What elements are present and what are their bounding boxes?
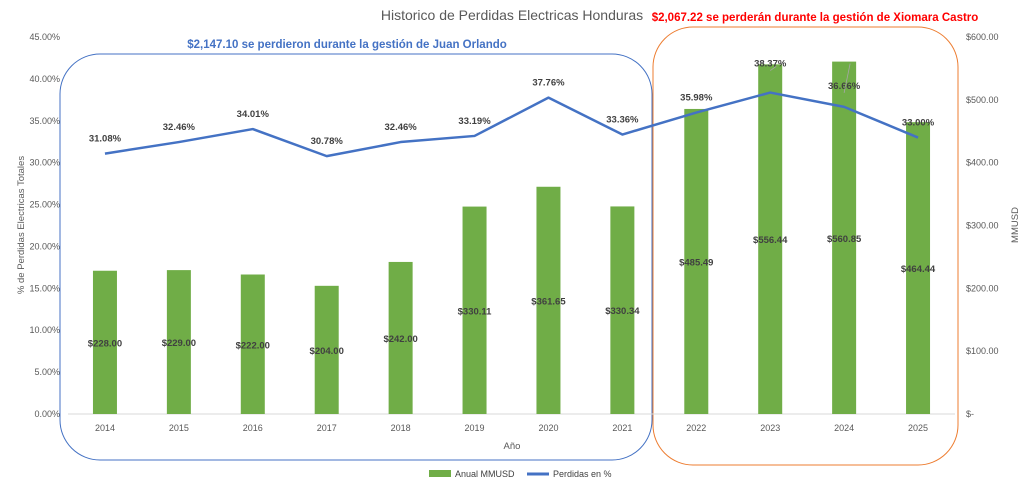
y-axis-left-label: % de Perdidas Electricas Totales	[16, 156, 27, 294]
bar-value-label: $485.49	[679, 257, 713, 268]
right-tick-label: $600.00	[966, 32, 999, 42]
bar-2025	[906, 122, 931, 414]
bar-2020	[536, 186, 561, 414]
left-tick-label: 30.00%	[29, 158, 60, 168]
group-box-juan-orlando	[59, 53, 653, 461]
line-perdidas	[104, 91, 919, 158]
line-value-label: 33.36%	[606, 115, 639, 126]
x-tick-label: 2014	[95, 423, 115, 433]
bar-value-label: $228.00	[88, 338, 122, 349]
line-value-label: 30.78%	[311, 136, 344, 147]
x-tick-label: 2019	[465, 423, 485, 433]
annotation-xiomara-castro: $2,067.22 se perderán durante la gestión…	[652, 12, 979, 24]
x-tick-label: 2023	[760, 423, 780, 433]
bar-2017	[314, 285, 339, 414]
x-tick-label: 2025	[908, 423, 928, 433]
left-tick-label: 0.00%	[34, 409, 60, 419]
line-value-label: 31.08%	[89, 134, 122, 145]
right-tick-label: $500.00	[966, 95, 999, 105]
x-tick-label: 2016	[243, 423, 263, 433]
x-axis-label: Año	[504, 441, 521, 452]
label-leader-line	[769, 66, 777, 71]
left-tick-label: 40.00%	[29, 74, 60, 84]
bar-value-label: $330.34	[605, 306, 640, 317]
legend-label-bar: Anual MMUSD	[455, 469, 515, 479]
group-box-xiomara-castro	[652, 26, 959, 466]
bar-value-label: $330.11	[458, 306, 493, 317]
bar-value-label: $556.44	[753, 235, 788, 246]
right-tick-label: $300.00	[966, 221, 999, 231]
y-axis-right-label: MMUSD	[1010, 207, 1021, 243]
bar-value-label: $222.00	[236, 340, 270, 351]
left-tick-label: 15.00%	[29, 283, 60, 293]
right-axis-ticks: $- $100.00 $200.00 $300.00 $400.00 $500.00 $60…	[966, 32, 999, 419]
bar-2024	[832, 61, 857, 415]
annotation-juan-orlando: $2,147.10 se perdieron durante la gestió…	[187, 39, 507, 51]
x-tick-label: 2022	[686, 423, 706, 433]
line-value-label: 38.37%	[754, 59, 787, 70]
left-tick-label: 20.00%	[29, 241, 60, 251]
line-value-label: 32.46%	[385, 122, 418, 133]
bar-series	[92, 61, 931, 415]
left-tick-label: 5.00%	[34, 367, 60, 377]
line-value-label: 33.19%	[458, 116, 491, 127]
bar-value-label: $464.44	[901, 264, 936, 275]
left-axis-ticks: 0.00% 5.00% 10.00% 15.00% 20.00% 25.00% 30.00%…	[29, 32, 60, 419]
x-tick-label: 2024	[834, 423, 854, 433]
left-tick-label: 45.00%	[29, 32, 60, 42]
bar-data-labels: $228.00 $229.00 $222.00 $204.00 $242.00 $330.…	[88, 234, 936, 357]
bar-value-label: $560.85	[827, 234, 862, 245]
left-tick-label: 25.00%	[29, 200, 60, 210]
bar-2023	[758, 64, 783, 414]
bar-2018	[388, 261, 413, 414]
bar-2021	[610, 206, 635, 414]
bar-2015	[166, 270, 191, 414]
line-value-label: 36.66%	[828, 81, 861, 92]
line-series	[104, 91, 919, 158]
bar-2019	[462, 206, 487, 414]
left-tick-label: 35.00%	[29, 116, 60, 126]
right-tick-label: $-	[966, 409, 974, 419]
line-value-label: 34.01%	[237, 109, 270, 120]
left-tick-label: 10.00%	[29, 325, 60, 335]
x-tick-label: 2020	[538, 423, 558, 433]
bar-value-label: $229.00	[162, 338, 196, 349]
legend-swatch-bar	[429, 470, 451, 477]
x-tick-label: 2018	[391, 423, 411, 433]
chart-title: Historico de Perdidas Electricas Hondura…	[381, 7, 643, 23]
line-data-labels: 31.08% 32.46% 34.01% 30.78% 32.46% 33.19% 37.7…	[89, 59, 935, 148]
line-value-label: 35.98%	[680, 93, 713, 104]
legend-label-line: Perdidas en %	[553, 469, 612, 479]
bar-2016	[240, 274, 265, 414]
line-value-label: 37.76%	[532, 78, 565, 89]
x-axis-ticks: 2014 2015 2016 2017 2018 2019 2020 2021 2022 2023…	[95, 423, 928, 433]
x-tick-label: 2015	[169, 423, 189, 433]
bar-2014	[92, 270, 117, 414]
line-value-label: 32.46%	[163, 122, 196, 133]
right-tick-label: $200.00	[966, 283, 999, 293]
line-value-label: 33.00%	[902, 118, 935, 129]
legend: Anual MMUSD Perdidas en %	[429, 469, 612, 479]
x-tick-label: 2017	[317, 423, 337, 433]
bar-value-label: $361.65	[531, 296, 566, 307]
bar-value-label: $204.00	[310, 346, 344, 357]
right-tick-label: $100.00	[966, 346, 999, 356]
bar-2022	[684, 108, 709, 415]
bar-value-label: $242.00	[383, 334, 417, 345]
x-tick-label: 2021	[612, 423, 632, 433]
label-leader-line	[843, 63, 851, 93]
right-tick-label: $400.00	[966, 158, 999, 168]
